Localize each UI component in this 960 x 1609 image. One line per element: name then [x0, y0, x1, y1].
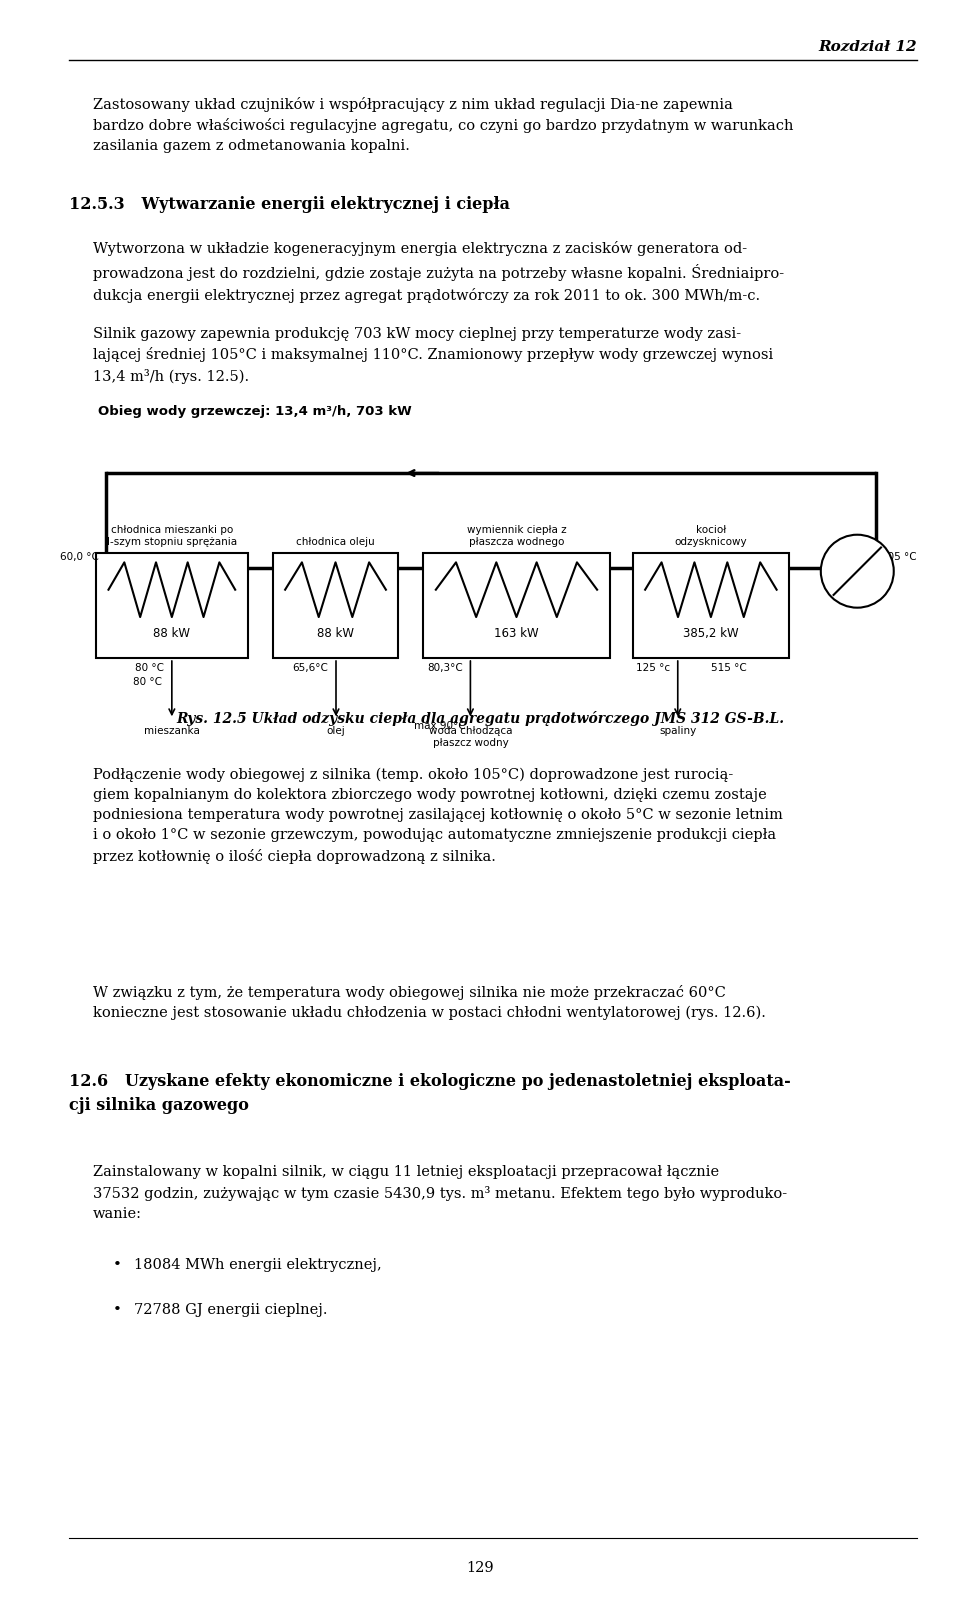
Text: kocioł
odzysknicowy: kocioł odzysknicowy: [675, 525, 747, 547]
Text: 515 °C: 515 °C: [711, 663, 747, 673]
Bar: [633, 553, 789, 658]
Text: 88 kW: 88 kW: [317, 628, 354, 640]
Text: wymiennik ciepła z
płaszcza wodnego: wymiennik ciepła z płaszcza wodnego: [467, 525, 566, 547]
Text: woda chłodząca
płaszcz wodny: woda chłodząca płaszcz wodny: [429, 726, 512, 748]
Text: 163 kW: 163 kW: [494, 628, 539, 640]
Text: 129: 129: [467, 1561, 493, 1575]
Text: Wytworzona w układzie kogeneracyjnym energia elektryczna z zacisków generatora o: Wytworzona w układzie kogeneracyjnym ene…: [93, 241, 784, 302]
Text: mieszanka: mieszanka: [144, 726, 200, 735]
Text: 65,6°C: 65,6°C: [293, 663, 328, 673]
Bar: [423, 553, 610, 658]
Text: chłodnica oleju: chłodnica oleju: [296, 537, 375, 547]
Text: Rozdział 12: Rozdział 12: [818, 40, 917, 55]
Text: Zainstalowany w kopalni silnik, w ciągu 11 letniej eksploatacji przepracował łąc: Zainstalowany w kopalni silnik, w ciągu …: [93, 1165, 787, 1221]
Text: Obieg wody grzewczej: 13,4 m³/h, 703 kW: Obieg wody grzewczej: 13,4 m³/h, 703 kW: [98, 405, 412, 418]
Text: •: •: [112, 1258, 121, 1273]
Text: max 90°C: max 90°C: [414, 721, 466, 730]
Text: 72788 GJ energii cieplnej.: 72788 GJ energii cieplnej.: [134, 1303, 328, 1318]
Text: 80 °C: 80 °C: [133, 677, 162, 687]
Text: 12.6   Uzyskane efekty ekonomiczne i ekologiczne po jedenastoletniej eksploata-
: 12.6 Uzyskane efekty ekonomiczne i ekolo…: [69, 1073, 791, 1113]
Text: Zastosowany układ czujników i współpracujący z nim układ regulacji Dia-ne zapewn: Zastosowany układ czujników i współpracu…: [93, 97, 794, 153]
Text: 80,3°C: 80,3°C: [427, 663, 463, 673]
Text: chłodnica mieszanki po
I-szym stopniu sprężania: chłodnica mieszanki po I-szym stopniu sp…: [107, 525, 237, 547]
Text: 18084 MWh energii elektrycznej,: 18084 MWh energii elektrycznej,: [134, 1258, 382, 1273]
Text: •: •: [112, 1303, 121, 1318]
Bar: [273, 553, 398, 658]
Text: W związku z tym, że temperatura wody obiegowej silnika nie może przekraczać 60°C: W związku z tym, że temperatura wody obi…: [93, 985, 766, 1020]
Text: 385,2 kW: 385,2 kW: [684, 628, 738, 640]
Text: olej: olej: [326, 726, 346, 735]
Bar: [96, 553, 248, 658]
Text: 88 kW: 88 kW: [154, 628, 190, 640]
Text: 125 °c: 125 °c: [636, 663, 670, 673]
Text: Silnik gazowy zapewnia produkcję 703 kW mocy cieplnej przy temperaturze wody zas: Silnik gazowy zapewnia produkcję 703 kW …: [93, 327, 774, 385]
Text: 12.5.3   Wytwarzanie energii elektrycznej i ciepła: 12.5.3 Wytwarzanie energii elektrycznej …: [69, 196, 510, 214]
Ellipse shape: [821, 534, 894, 608]
Text: spaliny: spaliny: [660, 726, 696, 735]
Text: 60,0 °C: 60,0 °C: [60, 552, 99, 562]
Text: 80 °C: 80 °C: [135, 663, 164, 673]
Text: 105 °C: 105 °C: [881, 552, 917, 562]
Text: Rys. 12.5 Układ odzysku ciepła dla agregatu prądotwórczego JMS 312 GS-B.L.: Rys. 12.5 Układ odzysku ciepła dla agreg…: [176, 711, 784, 726]
Text: Podłączenie wody obiegowej z silnika (temp. około 105°C) doprowadzone jest ruroc: Podłączenie wody obiegowej z silnika (te…: [93, 767, 783, 864]
